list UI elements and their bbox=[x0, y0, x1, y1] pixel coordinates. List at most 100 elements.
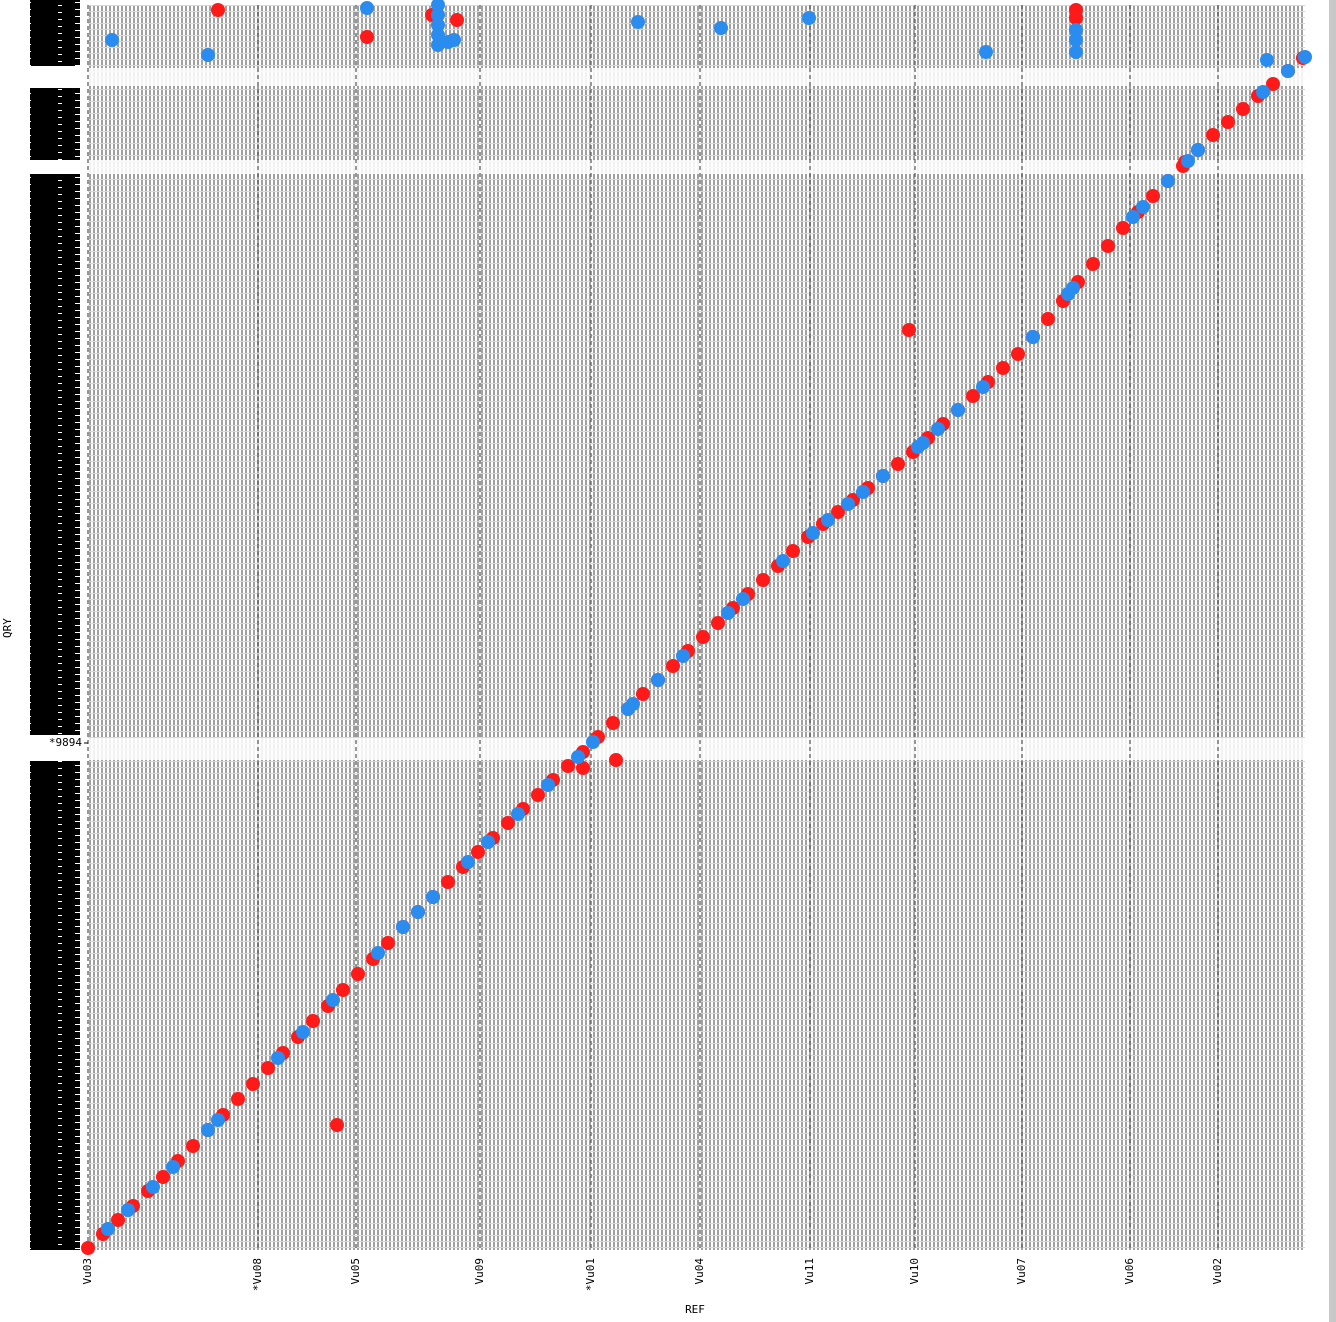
point bbox=[396, 920, 410, 934]
y-label-strip bbox=[30, 0, 80, 1250]
point bbox=[1260, 53, 1274, 67]
point bbox=[676, 649, 690, 663]
point bbox=[576, 761, 590, 775]
point bbox=[261, 1061, 275, 1075]
point bbox=[756, 573, 770, 587]
x-tick-label: Vu11 bbox=[803, 1258, 816, 1285]
point bbox=[902, 323, 916, 337]
point bbox=[696, 630, 710, 644]
point bbox=[326, 993, 340, 1007]
point bbox=[891, 457, 905, 471]
point bbox=[441, 875, 455, 889]
point bbox=[111, 1213, 125, 1227]
point bbox=[511, 807, 525, 821]
query-gap bbox=[88, 738, 1305, 760]
point bbox=[966, 389, 980, 403]
point bbox=[121, 1203, 135, 1217]
point bbox=[81, 1241, 95, 1255]
point bbox=[1221, 115, 1235, 129]
point bbox=[371, 946, 385, 960]
point bbox=[802, 11, 816, 25]
point bbox=[636, 687, 650, 701]
point bbox=[1256, 85, 1270, 99]
x-tick-label: Vu05 bbox=[349, 1258, 362, 1285]
point bbox=[450, 13, 464, 27]
point bbox=[1281, 64, 1295, 78]
point bbox=[586, 735, 600, 749]
point bbox=[1161, 174, 1175, 188]
point bbox=[931, 422, 945, 436]
point bbox=[1069, 45, 1083, 59]
point bbox=[626, 697, 640, 711]
point bbox=[666, 659, 680, 673]
point bbox=[501, 816, 515, 830]
point bbox=[1086, 257, 1100, 271]
point bbox=[531, 788, 545, 802]
plot-area bbox=[88, 5, 1305, 1250]
point bbox=[711, 616, 725, 630]
point bbox=[841, 497, 855, 511]
point bbox=[736, 592, 750, 606]
point bbox=[1181, 154, 1195, 168]
point bbox=[1116, 221, 1130, 235]
point bbox=[271, 1051, 285, 1065]
point bbox=[876, 469, 890, 483]
point bbox=[1026, 330, 1040, 344]
point bbox=[631, 15, 645, 29]
point bbox=[431, 8, 445, 22]
point bbox=[1011, 347, 1025, 361]
window-edge bbox=[1329, 0, 1336, 1322]
query-gap bbox=[88, 160, 1305, 174]
point bbox=[306, 1014, 320, 1028]
point bbox=[1146, 189, 1160, 203]
point bbox=[856, 485, 870, 499]
point bbox=[447, 33, 461, 47]
y-label-gap bbox=[30, 735, 80, 761]
point bbox=[806, 526, 820, 540]
point bbox=[431, 18, 445, 32]
x-tick-label: Vu06 bbox=[1123, 1258, 1136, 1285]
point bbox=[360, 1, 374, 15]
point bbox=[105, 33, 119, 47]
point bbox=[1069, 11, 1083, 25]
point bbox=[330, 1118, 344, 1132]
point bbox=[296, 1025, 310, 1039]
point bbox=[1041, 312, 1055, 326]
point bbox=[831, 505, 845, 519]
point bbox=[606, 716, 620, 730]
point bbox=[211, 3, 225, 17]
point bbox=[246, 1077, 260, 1091]
point bbox=[360, 30, 374, 44]
point bbox=[431, 28, 445, 42]
y-label-gap bbox=[30, 66, 80, 88]
x-tick-label: Vu02 bbox=[1211, 1258, 1224, 1285]
point bbox=[166, 1160, 180, 1174]
point bbox=[996, 361, 1010, 375]
point bbox=[1191, 143, 1205, 157]
y-label-gap bbox=[30, 160, 80, 174]
point bbox=[1206, 128, 1220, 142]
point bbox=[231, 1092, 245, 1106]
point bbox=[1069, 23, 1083, 37]
query-gap bbox=[88, 68, 1305, 86]
point bbox=[1298, 50, 1312, 64]
point bbox=[461, 855, 475, 869]
point bbox=[1126, 210, 1140, 224]
point bbox=[561, 759, 575, 773]
point bbox=[916, 436, 930, 450]
x-tick-label: *Vu01 bbox=[584, 1258, 597, 1291]
point bbox=[411, 905, 425, 919]
point bbox=[776, 554, 790, 568]
point bbox=[1136, 200, 1150, 214]
point bbox=[1069, 33, 1083, 47]
x-tick-label: Vu09 bbox=[473, 1258, 486, 1285]
point bbox=[101, 1222, 115, 1236]
y-axis-label: QRY bbox=[1, 618, 14, 638]
point bbox=[211, 1113, 225, 1127]
x-tick-label: Vu10 bbox=[908, 1258, 921, 1285]
point bbox=[471, 845, 485, 859]
point bbox=[571, 750, 585, 764]
point bbox=[351, 967, 365, 981]
point bbox=[156, 1170, 170, 1184]
